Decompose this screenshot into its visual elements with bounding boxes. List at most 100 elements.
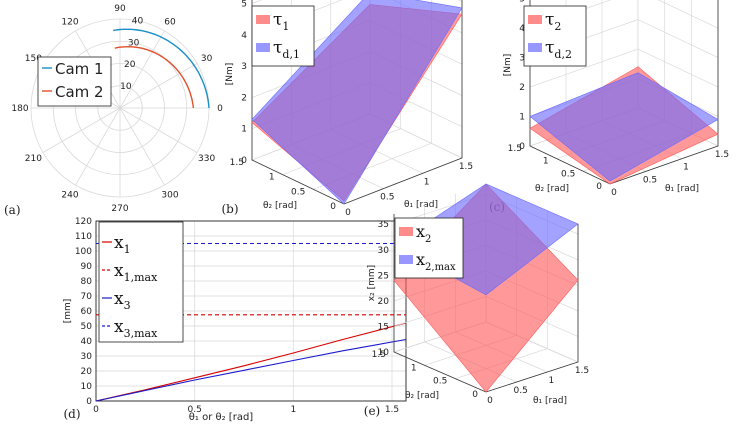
- surface-z-tick-label: 3: [519, 54, 525, 64]
- panel-label-e: (e): [364, 404, 380, 418]
- surface-x-tick-label: 1.5: [575, 366, 589, 376]
- surface-z-axis-label: [Nm]: [225, 63, 235, 86]
- surface-z-tick-label: 35: [378, 220, 389, 230]
- polar-radial-tick-label: 20: [124, 60, 136, 70]
- polar-angle-tick-label: 120: [61, 17, 78, 27]
- polar-legend-label: Cam 2: [55, 83, 104, 101]
- surface-x-axis-label: θ₁ [rad]: [533, 396, 567, 406]
- surface-z-tick-label: 1: [519, 113, 525, 123]
- surface-y-tick-label: 1.5: [372, 350, 386, 360]
- polar-grid-spoke: [119, 63, 198, 109]
- line-x-tick-label: 1: [290, 405, 296, 415]
- surface-y-axis-label: θ₂ [rad]: [405, 391, 439, 401]
- surface-legend-swatch: [399, 255, 413, 264]
- line-series-x3: [95, 338, 407, 402]
- polar-angle-tick-label: 0: [217, 104, 223, 114]
- surface-y-tick-label: 0: [596, 182, 602, 192]
- line-x-tick-label: 0: [93, 405, 99, 415]
- polar-angle-tick-label: 210: [25, 154, 42, 164]
- line-x-tick-label: 1.5: [385, 405, 399, 415]
- line-y-tick-label: 30: [81, 352, 93, 362]
- polar-radial-tick-label: 10: [120, 82, 132, 92]
- surface-x-tick-label: 0.5: [380, 193, 394, 203]
- surface-y-tick-label: 1: [543, 157, 549, 167]
- surface-z-tick-label: 20: [378, 297, 390, 307]
- surface-z-tick-label: 5: [241, 0, 247, 10]
- panel-label-d: (d): [63, 407, 80, 421]
- surface-x-tick-label: 1.5: [459, 162, 473, 172]
- line-y-tick-label: 120: [75, 217, 92, 227]
- polar-legend-label: Cam 1: [55, 60, 104, 78]
- surface-x-tick-label: 0: [487, 396, 493, 406]
- surface-x-tick-label: 1: [424, 177, 430, 187]
- surface-legend-swatch: [256, 15, 270, 24]
- surface-legend-swatch: [528, 43, 542, 52]
- line-x-tick-label: 0.5: [187, 405, 201, 415]
- surface-x-axis-label: θ₁ [rad]: [404, 200, 438, 210]
- line-y-axis-label: [mm]: [63, 299, 73, 324]
- polar-grid-spoke: [75, 107, 121, 186]
- polar-angle-tick-label: 150: [25, 54, 42, 64]
- polar-legend-box: [37, 56, 112, 107]
- surface-legend-swatch: [256, 43, 270, 52]
- surface--d-2: [529, 72, 719, 182]
- surface-z-tick-label: 0: [519, 142, 525, 152]
- polar-radial-tick-label: 30: [128, 38, 140, 48]
- surface-legend-label: τd,1: [273, 38, 300, 61]
- line-y-tick-label: 110: [75, 232, 92, 242]
- line-x-axis-label: θ₁ or θ₂ [rad]: [189, 412, 254, 423]
- line-y-tick-label: 100: [75, 247, 92, 257]
- line-series-x1: [95, 322, 407, 402]
- surface-z-tick-label: 10: [378, 348, 390, 358]
- surface-y-tick-label: 1: [411, 363, 417, 373]
- line-y-tick-label: 90: [81, 262, 93, 272]
- surface-y-tick-label: 0.5: [433, 377, 447, 387]
- surface-z-tick-label: 25: [378, 271, 389, 281]
- line-legend-label: x1: [114, 233, 131, 256]
- surface-y-tick-label: 0: [330, 202, 336, 212]
- surface-y-tick-label: 0.5: [291, 187, 305, 197]
- surface-z-tick-label: 15: [378, 322, 389, 332]
- line-y-tick-label: 10: [81, 382, 93, 392]
- line-legend-box: [98, 221, 184, 343]
- surface-x-tick-label: 0.5: [643, 175, 657, 185]
- panel-e-x2-surface-chart: 10 15 20 25 30 35 0 0.5 1 1.5 0 0.5 1 1.5 x₂ [mm] θ₁ [r…: [364, 183, 589, 418]
- polar-series-cam-2: [114, 45, 195, 109]
- panel-label-a: (a): [4, 203, 21, 217]
- surface-y-tick-label: 1.5: [230, 158, 244, 168]
- line-chart-frame: [95, 220, 407, 402]
- line-y-tick-label: 80: [81, 277, 93, 287]
- surface-x-axis-label: θ₁ [rad]: [665, 184, 699, 194]
- line-y-tick-label: 40: [81, 337, 93, 347]
- surface-x-tick-label: 1.5: [715, 150, 729, 160]
- line-y-tick-label: 60: [81, 307, 93, 317]
- surface-legend-label: x2: [416, 222, 431, 245]
- surface-x-tick-label: 0.5: [514, 386, 528, 396]
- surface-z-tick-label: 4: [519, 24, 525, 34]
- surface-legend-swatch: [399, 227, 413, 236]
- line-y-tick-label: 50: [81, 322, 93, 332]
- surface-z-tick-label: 5: [519, 0, 525, 5]
- surface-x-tick-label: 0: [345, 208, 351, 218]
- polar-angle-tick-label: 180: [11, 104, 28, 114]
- surface-x-tick-label: 1: [548, 376, 554, 386]
- surface-y-tick-label: 0: [472, 390, 478, 400]
- surface-y-axis-label: θ₂ [rad]: [535, 184, 569, 194]
- surface-y-tick-label: 1: [269, 173, 275, 183]
- line-legend-label: x3,max: [114, 317, 158, 340]
- surface-z-axis-label: x₂ [mm]: [367, 265, 377, 301]
- surface-legend-label: τd,2: [545, 38, 572, 61]
- polar-angle-tick-label: 300: [161, 191, 178, 201]
- surface-x-tick-label: 0: [611, 188, 617, 198]
- line-y-tick-label: 70: [81, 292, 93, 302]
- surface-z-tick-label: 30: [378, 246, 390, 256]
- surface-z-tick-label: 4: [241, 31, 247, 41]
- polar-grid-spoke: [42, 107, 121, 153]
- polar-grid-spoke: [119, 107, 165, 186]
- surface-z-tick-label: 2: [519, 83, 525, 93]
- polar-radial-tick-label: 40: [132, 16, 144, 26]
- surface-y-axis-label: θ₂ [rad]: [263, 201, 297, 211]
- line-y-tick-label: 0: [86, 397, 92, 407]
